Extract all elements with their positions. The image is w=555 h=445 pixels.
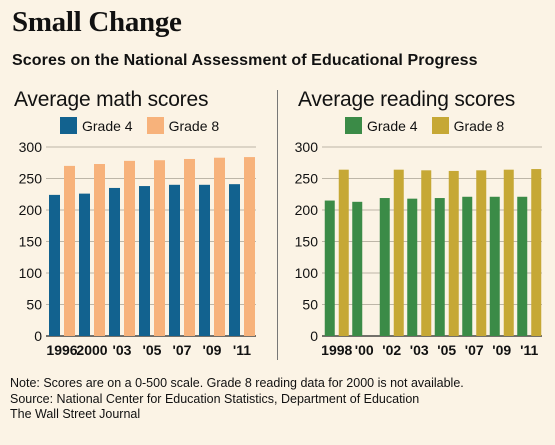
math-ytick-100: 100: [19, 265, 43, 281]
reading-ytick-50: 50: [302, 297, 318, 313]
footnotes: Note: Scores are on a 0-500 scale. Grade…: [10, 376, 464, 423]
reading-legend-grade4-swatch: [345, 117, 362, 134]
reading-panel-title: Average reading scores: [298, 88, 516, 111]
note-scale: Note: Scores are on a 0-500 scale. Grade…: [10, 376, 464, 390]
reading-legend-grade8-label: Grade 8: [453, 117, 505, 134]
reading-ytick-250: 250: [295, 171, 319, 187]
reading-xtick-6: '09: [492, 342, 511, 358]
math-bar-grade8-1: [94, 164, 105, 336]
math-legend-grade4-label: Grade 4: [82, 117, 133, 134]
math-legend-grade8-swatch: [146, 117, 164, 134]
reading-bar-grade8-0: [338, 169, 349, 336]
math-bar-grade4-5: [199, 184, 210, 336]
reading-bar-grade4-7: [517, 196, 528, 336]
math-ytick-150: 150: [19, 234, 43, 250]
math-xtick-2: '03: [113, 342, 132, 358]
chart-title: Small Change: [12, 6, 182, 38]
math-bar-grade8-3: [154, 160, 165, 336]
reading-bar-grade4-1: [352, 201, 363, 336]
reading-legend-grade8-swatch: [431, 117, 449, 134]
reading-xtick-2: '02: [382, 342, 401, 358]
math-legend: Grade 4 Grade 8: [60, 117, 233, 134]
math-xtick-1: 2000: [76, 342, 107, 358]
reading-xtick-1: '00: [355, 342, 374, 358]
reading-legend: Grade 4 Grade 8: [345, 117, 518, 134]
math-panel-title: Average math scores: [14, 88, 209, 111]
math-legend-grade4-swatch: [60, 117, 77, 134]
math-bar-grade8-5: [214, 157, 225, 336]
reading-bar-grade8-4: [448, 170, 459, 336]
reading-xtick-3: '03: [410, 342, 429, 358]
reading-bar-grade8-5: [476, 170, 487, 336]
math-xtick-6: '11: [233, 342, 251, 358]
reading-legend-grade4: Grade 4: [345, 117, 418, 134]
reading-legend-grade4-label: Grade 4: [367, 117, 418, 134]
math-xtick-3: '05: [143, 342, 162, 358]
reading-ytick-150: 150: [295, 234, 319, 250]
math-bar-grade8-6: [244, 157, 255, 336]
reading-bar-grade4-4: [434, 198, 445, 336]
math-ytick-50: 50: [26, 297, 42, 313]
note-source: Source: National Center for Education St…: [10, 391, 420, 406]
math-bar-grade4-1: [79, 193, 90, 336]
reading-bar-grade8-7: [531, 169, 542, 336]
chart-subtitle: Scores on the National Assessment of Edu…: [12, 52, 478, 69]
panel-divider: [277, 90, 278, 360]
math-bar-grade4-2: [109, 187, 120, 336]
reading-bar-grade8-2: [393, 169, 404, 336]
math-ytick-200: 200: [19, 202, 43, 218]
reading-bar-grade4-3: [407, 198, 418, 336]
math-legend-grade8-label: Grade 8: [168, 117, 220, 134]
math-ytick-0: 0: [34, 328, 42, 344]
math-legend-grade8: Grade 8: [146, 117, 220, 134]
reading-xtick-0: 1998: [321, 342, 352, 358]
reading-legend-grade8: Grade 8: [431, 117, 505, 134]
math-bar-grade8-0: [64, 165, 75, 336]
reading-ytick-300: 300: [295, 139, 319, 155]
math-bar-grade8-2: [124, 160, 135, 336]
reading-bar-grade4-0: [324, 200, 335, 336]
math-bar-grade4-0: [49, 194, 60, 336]
math-xtick-0: 1996: [46, 342, 77, 358]
reading-ytick-0: 0: [310, 328, 318, 344]
note-publisher: The Wall Street Journal: [10, 407, 141, 421]
math-xtick-5: '09: [203, 342, 222, 358]
math-ytick-300: 300: [19, 139, 43, 155]
reading-bar-grade4-5: [462, 196, 473, 336]
math-bar-grade4-4: [169, 184, 180, 336]
reading-bar-grade8-6: [503, 169, 514, 336]
reading-ytick-200: 200: [295, 202, 319, 218]
math-xtick-4: '07: [173, 342, 192, 358]
reading-xtick-5: '07: [465, 342, 484, 358]
reading-bar-grade4-2: [379, 198, 390, 336]
reading-bar-grade4-6: [489, 196, 500, 336]
reading-xtick-4: '05: [437, 342, 456, 358]
math-bar-grade4-6: [229, 184, 240, 336]
math-ytick-250: 250: [19, 171, 43, 187]
reading-ytick-100: 100: [295, 265, 319, 281]
math-bar-grade4-3: [139, 186, 150, 336]
math-bar-grade8-4: [184, 158, 195, 336]
reading-xtick-7: '11: [520, 342, 538, 358]
math-legend-grade4: Grade 4: [60, 117, 133, 134]
reading-bar-grade8-3: [421, 170, 432, 336]
